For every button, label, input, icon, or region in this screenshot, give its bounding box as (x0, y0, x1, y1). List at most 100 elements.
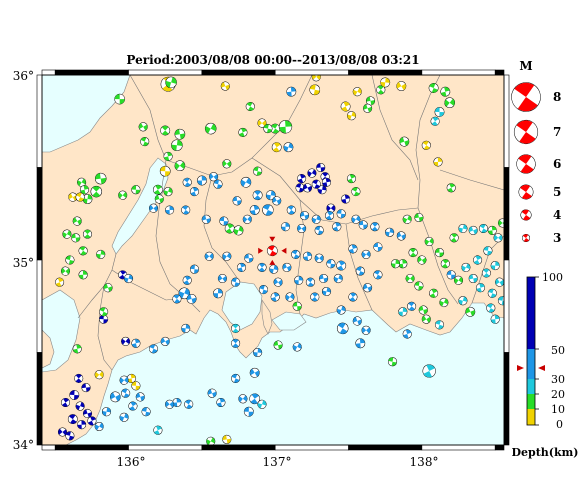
earthquake-event (490, 261, 500, 271)
earthquake-event (140, 137, 150, 147)
earthquake-event (174, 128, 186, 140)
earthquake-event (222, 159, 232, 169)
earthquake-event (373, 270, 383, 280)
earthquake-event (385, 227, 395, 237)
magnitude-legend-symbols (511, 82, 541, 243)
earthquake-event (148, 203, 159, 213)
magnitude-label-3: 3 (553, 231, 561, 245)
earthquake-event (118, 190, 128, 200)
earthquake-event (165, 399, 175, 409)
earthquake-event (340, 101, 351, 112)
magnitude-legend-symbol (521, 233, 531, 243)
earthquake-event (269, 264, 279, 274)
earthquake-event (233, 225, 244, 236)
chart-title: Period:2003/08/08 00:00--2013/08/08 03:2… (126, 53, 419, 67)
earthquake-event (82, 408, 93, 419)
earthquake-event (213, 179, 223, 189)
earthquake-event (363, 283, 373, 293)
earthquake-event (418, 305, 428, 315)
earthquake-event (373, 242, 383, 252)
earthquake-event (77, 420, 87, 430)
earthquake-event (414, 281, 424, 291)
latest-event (266, 245, 278, 257)
frame-segment (36, 352, 43, 446)
earthquake-event (131, 381, 141, 391)
depth-label-30: 30 (551, 373, 565, 386)
earthquake-event (138, 122, 148, 132)
frame-segment (128, 69, 203, 76)
frame-segment (421, 69, 496, 76)
earthquake-event (310, 292, 320, 302)
earthquake-event (414, 212, 424, 223)
earthquake-event (421, 314, 431, 324)
earthquake-event (257, 399, 267, 409)
earthquake-event (302, 251, 313, 261)
earthquake-event (387, 357, 398, 367)
map-panel (42, 75, 504, 445)
earthquake-event (74, 373, 84, 383)
earthquake-event (486, 303, 496, 313)
earthquake-event (434, 248, 445, 258)
frame-segment (128, 444, 203, 451)
earthquake-event (257, 262, 267, 272)
earthquake-event (222, 434, 232, 444)
earthquake-event (94, 421, 104, 432)
earthquake-event (352, 316, 362, 326)
frame-segment (421, 444, 496, 451)
earthquake-event (128, 401, 138, 411)
earthquake-event (119, 375, 129, 385)
earthquake-event (220, 81, 230, 91)
earthquake-event (71, 233, 81, 243)
earthquake-event (78, 246, 88, 256)
earthquake-event (446, 183, 456, 193)
earthquake-event (204, 122, 217, 135)
depth-band-20-10 (527, 394, 535, 409)
earthquake-event (103, 283, 113, 293)
depth-band-10-0 (527, 409, 535, 425)
earthquake-event (109, 391, 121, 403)
earthquake-event (299, 211, 310, 221)
earthquake-event (493, 233, 503, 243)
earthquake-event (87, 416, 97, 426)
frame-segment (503, 74, 510, 168)
earthquake-event (348, 292, 358, 302)
water-wakasa-bay (42, 75, 131, 153)
map-border (41, 74, 505, 446)
earthquake-event (363, 103, 373, 113)
earthquake-event (270, 123, 281, 134)
earthquake-event (65, 255, 75, 265)
latest-event-marker-icon (281, 247, 287, 254)
frame-segment (348, 69, 423, 76)
earthquake-event (487, 288, 497, 298)
earthquake-event (236, 262, 247, 272)
latest-event-marker-icon (258, 247, 264, 254)
earthquake-event (206, 436, 216, 445)
earthquake-event (165, 205, 175, 215)
depth-band-30-20 (527, 379, 535, 394)
earthquake-event (181, 323, 191, 333)
frame-segment (201, 444, 276, 451)
earthquake-event (57, 427, 68, 437)
earthquake-event (407, 301, 417, 311)
earthquake-event (321, 286, 332, 297)
earthquake-event (399, 136, 410, 147)
earthquake-event (358, 220, 368, 230)
earthquake-event (478, 223, 489, 234)
earthquake-event (444, 97, 456, 109)
earthquake-event (67, 414, 78, 425)
magnitude-legend-symbol (511, 82, 541, 112)
earthquake-event (141, 407, 151, 417)
earthquake-event (309, 84, 321, 96)
earthquake-event (172, 397, 182, 408)
lat-label-36: 36° (13, 69, 34, 83)
earthquake-event (153, 425, 163, 435)
earthquake-event (458, 296, 468, 306)
earthquake-event (249, 205, 260, 215)
earthquake-event (243, 406, 254, 417)
earthquake-event (361, 325, 371, 335)
earthquake-event (82, 194, 93, 204)
earthquake-event (231, 373, 241, 383)
earthquake-event (497, 296, 504, 306)
earthquake-event (204, 251, 214, 261)
earthquake-event (181, 205, 191, 215)
